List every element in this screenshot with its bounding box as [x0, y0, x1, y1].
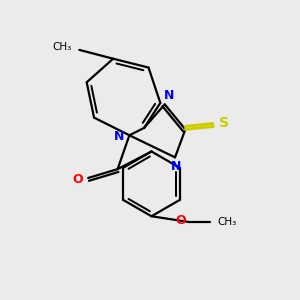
Text: N: N: [114, 130, 124, 143]
Text: N: N: [164, 89, 174, 102]
Text: O: O: [73, 173, 83, 186]
Text: S: S: [219, 116, 229, 130]
Text: CH₃: CH₃: [217, 217, 236, 227]
Text: N: N: [171, 160, 182, 173]
Text: O: O: [176, 214, 186, 227]
Text: CH₃: CH₃: [52, 42, 71, 52]
